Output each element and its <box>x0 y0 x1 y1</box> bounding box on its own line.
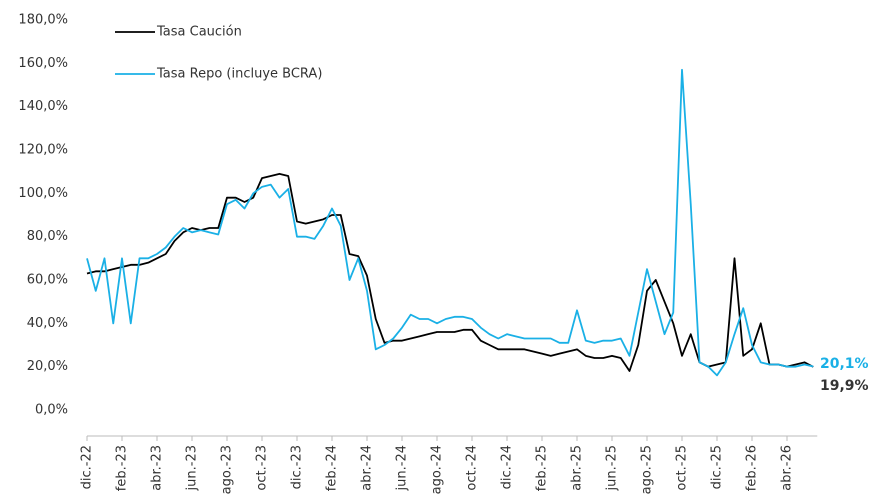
x-tick-label: dic.-22 <box>80 445 95 489</box>
y-tick-label: 180,0% <box>18 13 68 28</box>
x-tick-label: abr.-26 <box>780 445 795 491</box>
end-label: 20,1% <box>820 356 869 372</box>
y-tick-label: 20,0% <box>27 359 68 374</box>
legend-label: Tasa Repo (incluye BCRA) <box>156 67 322 82</box>
x-tick-label: jun.-25 <box>605 445 620 491</box>
x-tick-label: feb.-25 <box>535 445 550 491</box>
x-tick-label: feb.-23 <box>115 445 130 491</box>
y-tick-label: 160,0% <box>18 56 68 71</box>
x-tick-label: feb.-26 <box>745 445 760 491</box>
series-line <box>86 68 814 377</box>
x-tick-label: oct.-24 <box>465 445 480 491</box>
x-tick-label: dic.-25 <box>710 445 725 489</box>
x-tick-label: dic.-24 <box>500 445 515 489</box>
x-tick-label: oct.-23 <box>255 445 270 491</box>
x-tick-label: ago.-23 <box>220 445 235 494</box>
y-tick-label: 0,0% <box>35 403 68 418</box>
y-tick-label: 120,0% <box>18 143 68 158</box>
x-tick-label: abr.-24 <box>360 445 375 491</box>
y-tick-label: 100,0% <box>18 186 68 201</box>
y-tick-label: 40,0% <box>27 316 68 331</box>
y-tick-label: 140,0% <box>18 99 68 114</box>
x-tick-label: oct.-25 <box>675 445 690 491</box>
end-label: 19,9% <box>820 378 869 394</box>
x-tick-label: abr.-25 <box>570 445 585 491</box>
x-tick-label: jun.-23 <box>185 445 200 491</box>
x-tick-label: abr.-23 <box>150 445 165 491</box>
x-tick-label: jun.-24 <box>395 445 410 491</box>
legend-label: Tasa Caución <box>156 25 242 40</box>
series-line <box>86 172 814 372</box>
x-tick-label: ago.-25 <box>640 445 655 494</box>
x-tick-label: dic.-23 <box>290 445 305 489</box>
x-tick-label: ago.-24 <box>430 445 445 494</box>
y-tick-label: 80,0% <box>27 229 68 244</box>
x-tick-label: feb.-24 <box>325 445 340 491</box>
y-tick-label: 60,0% <box>27 273 68 288</box>
